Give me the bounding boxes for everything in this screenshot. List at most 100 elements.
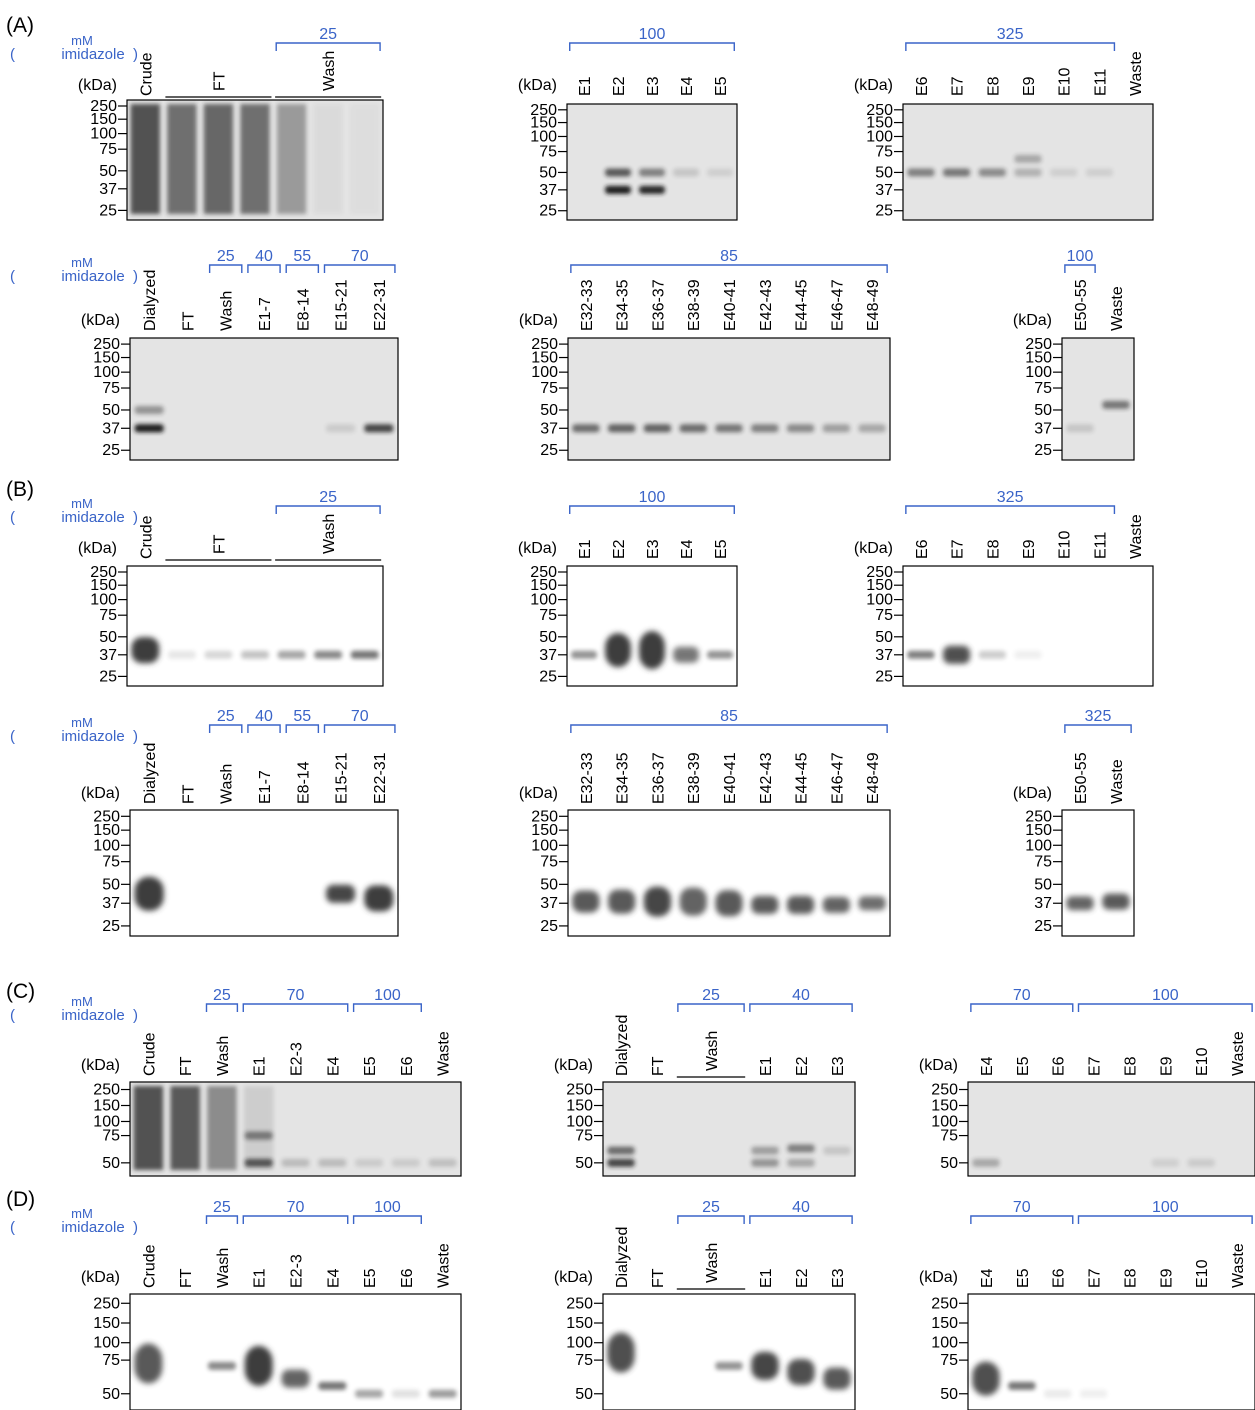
concentration-label: 25: [217, 708, 235, 725]
protein-band: [605, 633, 631, 668]
marker-label: 150: [530, 115, 557, 132]
marker-label: 250: [531, 808, 558, 825]
concentration-label: 70: [351, 708, 369, 725]
concentration-bracket: [323, 264, 396, 273]
kda-label: (kDa): [854, 77, 893, 94]
concentration-label: 70: [1013, 1199, 1031, 1216]
marker-label: 250: [530, 564, 557, 581]
marker-label: 250: [93, 336, 120, 353]
panel-label: (D): [6, 1188, 35, 1211]
lane-label: E9: [1021, 76, 1038, 96]
protein-band: [858, 424, 886, 433]
marker-label: 50: [575, 1386, 593, 1403]
lane-label: Waste: [436, 1031, 453, 1076]
marker-label: 50: [575, 1155, 593, 1172]
protein-band: [355, 1158, 384, 1167]
marker-label: 50: [102, 876, 120, 893]
lane-label: Dialyzed: [142, 270, 159, 331]
marker-label: 150: [566, 1098, 593, 1115]
protein-band: [822, 896, 850, 913]
kda-label: (kDa): [519, 785, 558, 802]
protein-band: [1151, 1158, 1179, 1167]
protein-band: [134, 1343, 163, 1384]
concentration-bracket: [285, 724, 320, 733]
concentration-label: 85: [720, 248, 738, 265]
lane-label: E1: [577, 76, 594, 96]
marker-label: 37: [875, 647, 893, 664]
lane-label: E3: [830, 1268, 847, 1288]
gel-background: [603, 1082, 855, 1176]
mm-unit-label: mM: [71, 1206, 93, 1221]
marker-label: 75: [575, 1352, 593, 1369]
kda-label: (kDa): [518, 77, 557, 94]
kda-label: (kDa): [81, 1057, 120, 1074]
protein-band: [907, 168, 935, 177]
gel-border: [126, 99, 384, 221]
kda-label: (kDa): [919, 1057, 958, 1074]
protein-band: [607, 1146, 635, 1155]
concentration-bracket: [1064, 264, 1096, 273]
lane-smear: [350, 104, 379, 214]
marker-label: 50: [1034, 402, 1052, 419]
gel-background: [127, 566, 383, 686]
marker-label: 75: [940, 1352, 958, 1369]
lane-label: E1: [577, 539, 594, 559]
lane-label: FT: [650, 1056, 667, 1076]
lane-label: E8-14: [295, 761, 312, 804]
protein-band: [1066, 424, 1094, 433]
lane-label: E10: [1057, 67, 1074, 96]
imidazole-paren-open: (: [10, 268, 15, 285]
protein-band: [715, 890, 743, 917]
protein-band: [277, 650, 306, 659]
lane-label: E15-21: [334, 752, 351, 804]
marker-label: 250: [1025, 336, 1052, 353]
lane-label: E6: [399, 1268, 416, 1288]
lane-label: E2-3: [289, 1042, 306, 1076]
lane-label: E4: [979, 1056, 996, 1076]
concentration-label: 40: [255, 248, 273, 265]
marker-label: 250: [566, 1082, 593, 1099]
protein-band: [605, 185, 631, 194]
concentration-label: 100: [1152, 987, 1179, 1004]
marker-label: 37: [1034, 420, 1052, 437]
concentration-label: 25: [702, 1199, 720, 1216]
marker-label: 100: [1025, 364, 1052, 381]
lane-label: E10: [1194, 1047, 1211, 1076]
lane-label: E44-45: [794, 752, 811, 804]
lane-smear: [276, 104, 307, 214]
lane-label: E5: [713, 76, 730, 96]
kda-label: (kDa): [554, 1269, 593, 1286]
lane-label: E5: [362, 1268, 379, 1288]
protein-band: [204, 650, 233, 659]
kda-label: (kDa): [81, 1269, 120, 1286]
marker-label: 50: [540, 402, 558, 419]
marker-label: 50: [875, 629, 893, 646]
lane-label: FT: [650, 1268, 667, 1288]
lane-label: E4: [679, 539, 696, 559]
kda-label: (kDa): [81, 785, 120, 802]
concentration-bracket: [208, 724, 243, 733]
lane-label: FT: [178, 1056, 195, 1076]
lane-label: FT: [180, 311, 197, 331]
marker-label: 250: [93, 1295, 120, 1312]
lane-label: Waste: [1230, 1243, 1247, 1288]
concentration-label: 40: [255, 708, 273, 725]
protein-band: [715, 424, 743, 433]
concentration-label: 40: [792, 1199, 810, 1216]
concentration-label: 25: [213, 987, 231, 1004]
marker-label: 100: [1025, 837, 1052, 854]
lane-label: E6: [1051, 1056, 1068, 1076]
marker-label: 150: [93, 1098, 120, 1115]
gel-border: [1061, 809, 1135, 937]
marker-label: 25: [99, 202, 117, 219]
concentration-bracket: [1077, 1215, 1253, 1224]
kda-label: (kDa): [78, 540, 117, 557]
mm-unit-label: mM: [71, 715, 93, 730]
gel: 85 E32-33 E34-35 E36-37 E38-39 E40-41 E42-43 E4…: [519, 248, 891, 461]
